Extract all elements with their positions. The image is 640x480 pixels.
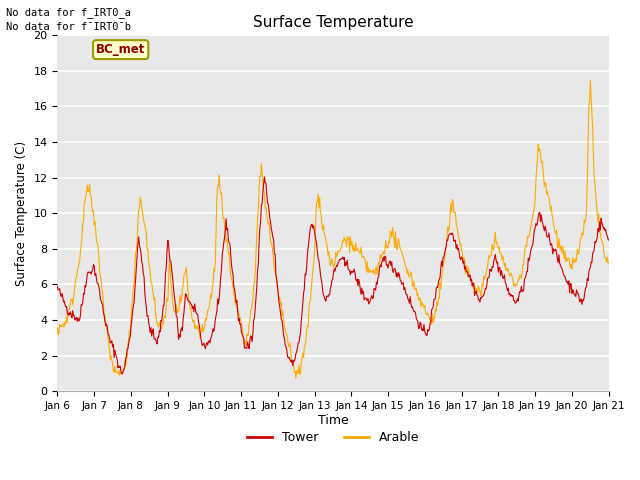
Y-axis label: Surface Temperature (C): Surface Temperature (C) [15, 141, 28, 286]
Text: BC_met: BC_met [96, 43, 145, 56]
X-axis label: Time: Time [317, 414, 348, 427]
Text: No data for f¯IRT0¯b: No data for f¯IRT0¯b [6, 22, 131, 32]
Legend: Tower, Arable: Tower, Arable [242, 426, 424, 449]
Text: No data for f_IRT0_a: No data for f_IRT0_a [6, 7, 131, 18]
Title: Surface Temperature: Surface Temperature [253, 15, 413, 30]
